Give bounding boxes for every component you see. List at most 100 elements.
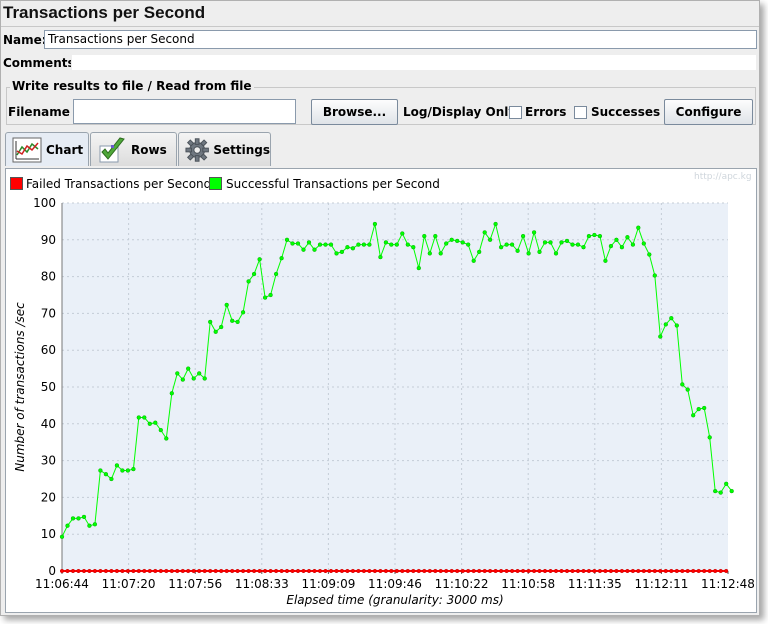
data-point-failed	[125, 568, 130, 574]
name-field[interactable]: Transactions per Second	[44, 30, 757, 49]
data-point-successful	[109, 476, 114, 482]
data-point-successful	[685, 387, 690, 392]
x-tick-label: 11:06:44	[35, 577, 89, 591]
data-point-failed	[575, 568, 581, 574]
data-point-failed	[268, 568, 273, 574]
chart-tab-content: Failed Transactions per Second Successfu…	[5, 168, 757, 613]
data-point-successful	[449, 237, 454, 242]
data-point-failed	[169, 568, 174, 574]
data-point-failed	[120, 568, 125, 574]
data-point-failed	[713, 568, 718, 574]
checkmark-icon	[99, 136, 125, 162]
data-point-failed	[685, 568, 690, 574]
successes-checkbox[interactable]	[574, 106, 587, 119]
comments-field[interactable]	[71, 54, 757, 71]
data-point-successful	[433, 233, 438, 239]
data-point-failed	[603, 568, 608, 574]
data-point-successful	[416, 265, 421, 271]
tps-chart: 0 10 20 30 40 50 60 70 80 90 100 11:06:44 11:07:20 11…	[13, 196, 755, 607]
data-point-successful	[224, 302, 229, 308]
configure-button[interactable]: Configure	[664, 99, 753, 125]
data-point-successful	[487, 237, 493, 242]
data-point-failed	[526, 568, 531, 574]
data-point-failed	[323, 568, 328, 574]
errors-checkbox[interactable]	[509, 106, 522, 119]
data-point-successful	[597, 233, 603, 239]
tab-rows[interactable]: Rows	[90, 132, 177, 166]
filename-input[interactable]	[73, 99, 296, 124]
y-tick-label: 80	[41, 270, 56, 284]
data-point-failed	[136, 568, 141, 574]
data-point-failed	[252, 568, 257, 574]
data-point-successful	[477, 249, 482, 255]
data-point-successful	[246, 279, 251, 284]
data-point-failed	[625, 568, 630, 574]
data-point-failed	[438, 568, 443, 574]
data-point-failed	[197, 568, 202, 574]
data-point-successful	[295, 241, 301, 246]
data-point-successful	[153, 420, 158, 425]
y-tick-label: 40	[41, 417, 56, 431]
data-point-successful	[120, 468, 125, 473]
data-point-failed	[553, 568, 559, 574]
data-point-successful	[76, 516, 81, 521]
legend-label-failed: Failed Transactions per Second	[26, 177, 212, 191]
filename-label: Filename	[8, 105, 70, 119]
transactions-per-second-panel: Transactions per Second Name: Transactio…	[0, 0, 760, 616]
tab-settings[interactable]: Settings	[178, 132, 271, 166]
data-point-failed	[581, 568, 586, 574]
errors-label: Errors	[525, 105, 567, 119]
data-point-successful	[592, 232, 597, 238]
x-tick-label: 11:07:56	[168, 577, 222, 591]
data-point-successful	[438, 251, 443, 256]
data-point-successful	[400, 231, 405, 236]
data-point-failed	[411, 568, 416, 574]
data-point-successful	[136, 415, 141, 420]
browse-button[interactable]: Browse...	[311, 99, 398, 125]
data-point-failed	[707, 568, 712, 574]
data-point-successful	[59, 534, 65, 539]
data-point-successful	[323, 242, 328, 247]
name-label: Name:	[3, 33, 47, 47]
data-point-successful	[460, 240, 465, 245]
data-point-failed	[175, 568, 180, 574]
data-point-failed	[696, 568, 701, 574]
data-point-failed	[284, 568, 290, 574]
data-point-successful	[526, 251, 531, 256]
group-border-top	[6, 87, 756, 88]
data-point-successful	[411, 245, 416, 250]
data-point-successful	[575, 242, 581, 247]
data-point-successful	[219, 324, 224, 330]
data-point-successful	[713, 488, 718, 494]
data-point-successful	[356, 242, 361, 247]
data-point-failed	[416, 568, 421, 574]
data-point-successful	[559, 240, 564, 245]
data-point-failed	[345, 568, 350, 574]
data-point-failed	[306, 568, 312, 574]
data-point-failed	[367, 568, 372, 574]
data-point-successful	[455, 238, 460, 244]
data-point-successful	[186, 366, 191, 371]
data-point-failed	[103, 568, 108, 574]
data-point-successful	[641, 241, 646, 246]
data-point-successful	[586, 233, 592, 239]
legend-label-successful: Successful Transactions per Second	[226, 177, 440, 191]
data-point-successful	[542, 240, 548, 245]
y-tick-label: 30	[41, 454, 56, 468]
x-tick-label: 11:11:35	[568, 577, 622, 591]
data-point-successful	[202, 376, 207, 381]
data-point-successful	[191, 376, 196, 381]
data-point-failed	[641, 568, 646, 574]
data-point-failed	[542, 568, 548, 574]
data-point-failed	[70, 568, 76, 574]
tab-chart[interactable]: Chart	[5, 132, 89, 166]
gear-icon	[185, 137, 209, 162]
data-point-successful	[284, 237, 290, 242]
data-point-successful	[619, 245, 625, 250]
data-point-successful	[691, 413, 696, 418]
data-point-failed	[663, 568, 668, 574]
data-point-successful	[279, 256, 284, 261]
data-point-failed	[510, 568, 515, 574]
data-point-failed	[142, 568, 147, 574]
data-point-failed	[76, 568, 81, 574]
